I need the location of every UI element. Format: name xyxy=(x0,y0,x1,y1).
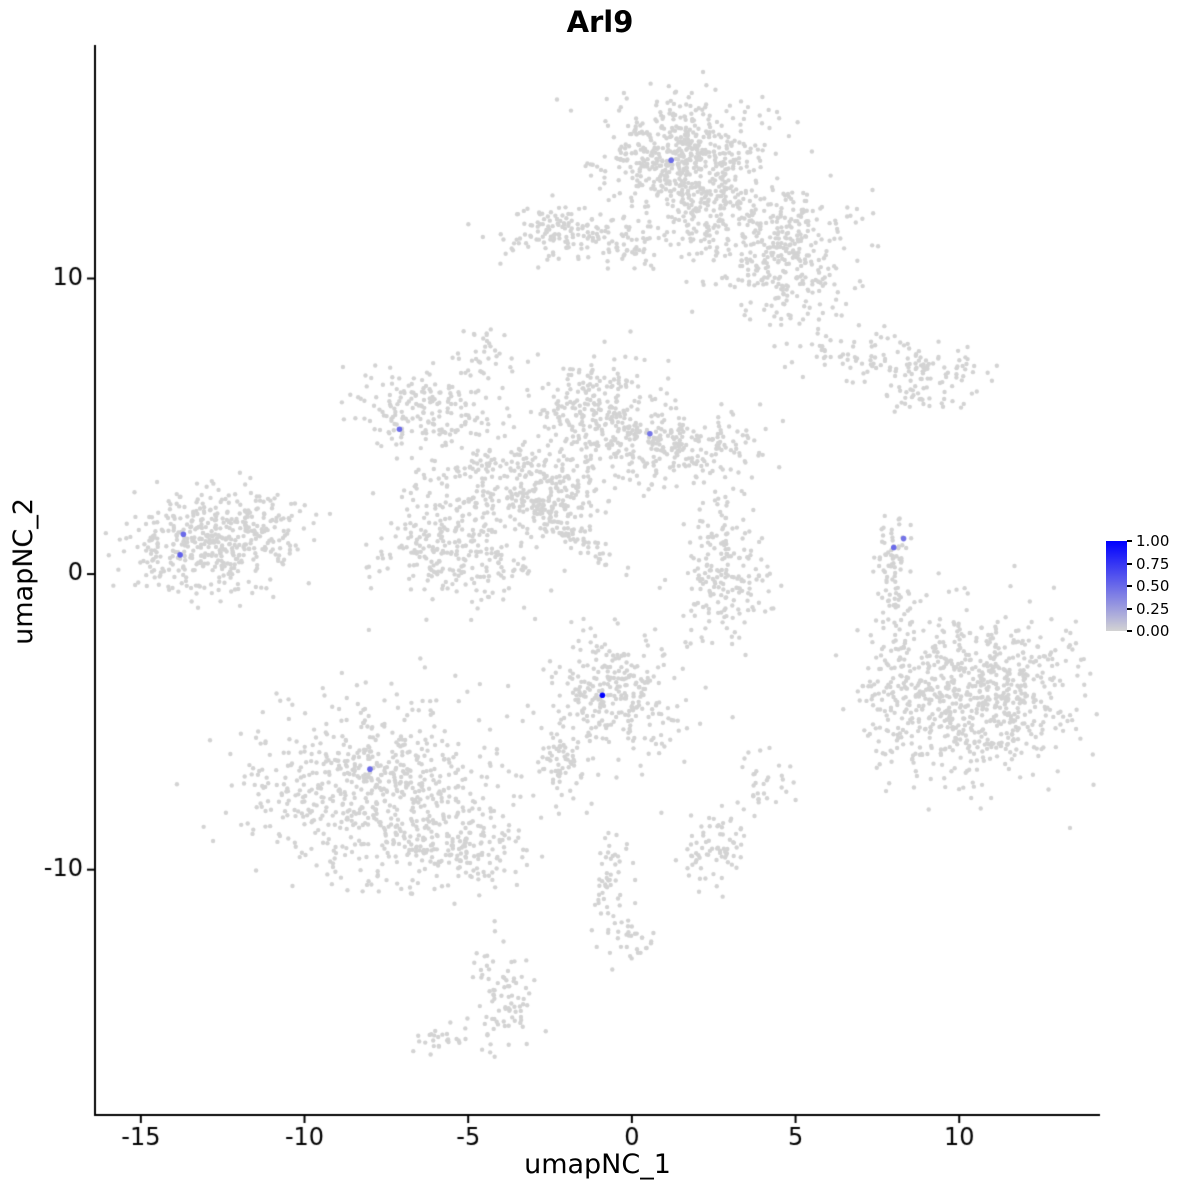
x-axis-title: umapNC_1 xyxy=(524,1149,671,1180)
legend-tick-mark xyxy=(1127,562,1132,565)
legend-tick-label: 0.00 xyxy=(1136,622,1170,640)
legend-tick-mark xyxy=(1127,630,1132,632)
legend-tick-mark xyxy=(1127,540,1132,542)
expression-colorbar-legend: 1.00 0.75 0.50 0.25 0.00 xyxy=(1106,532,1198,640)
colorbar-gradient xyxy=(1106,541,1127,631)
legend-tick-mark xyxy=(1127,607,1132,610)
plot-title: Arl9 xyxy=(566,5,634,39)
legend-tick-mark xyxy=(1127,585,1132,587)
legend-tick-label: 1.00 xyxy=(1136,532,1170,550)
legend-tick-label: 0.75 xyxy=(1136,554,1170,573)
legend-tick-label: 0.25 xyxy=(1136,599,1170,618)
legend-tick-label: 0.50 xyxy=(1136,577,1170,595)
y-axis-title: umapNC_2 xyxy=(8,498,39,645)
